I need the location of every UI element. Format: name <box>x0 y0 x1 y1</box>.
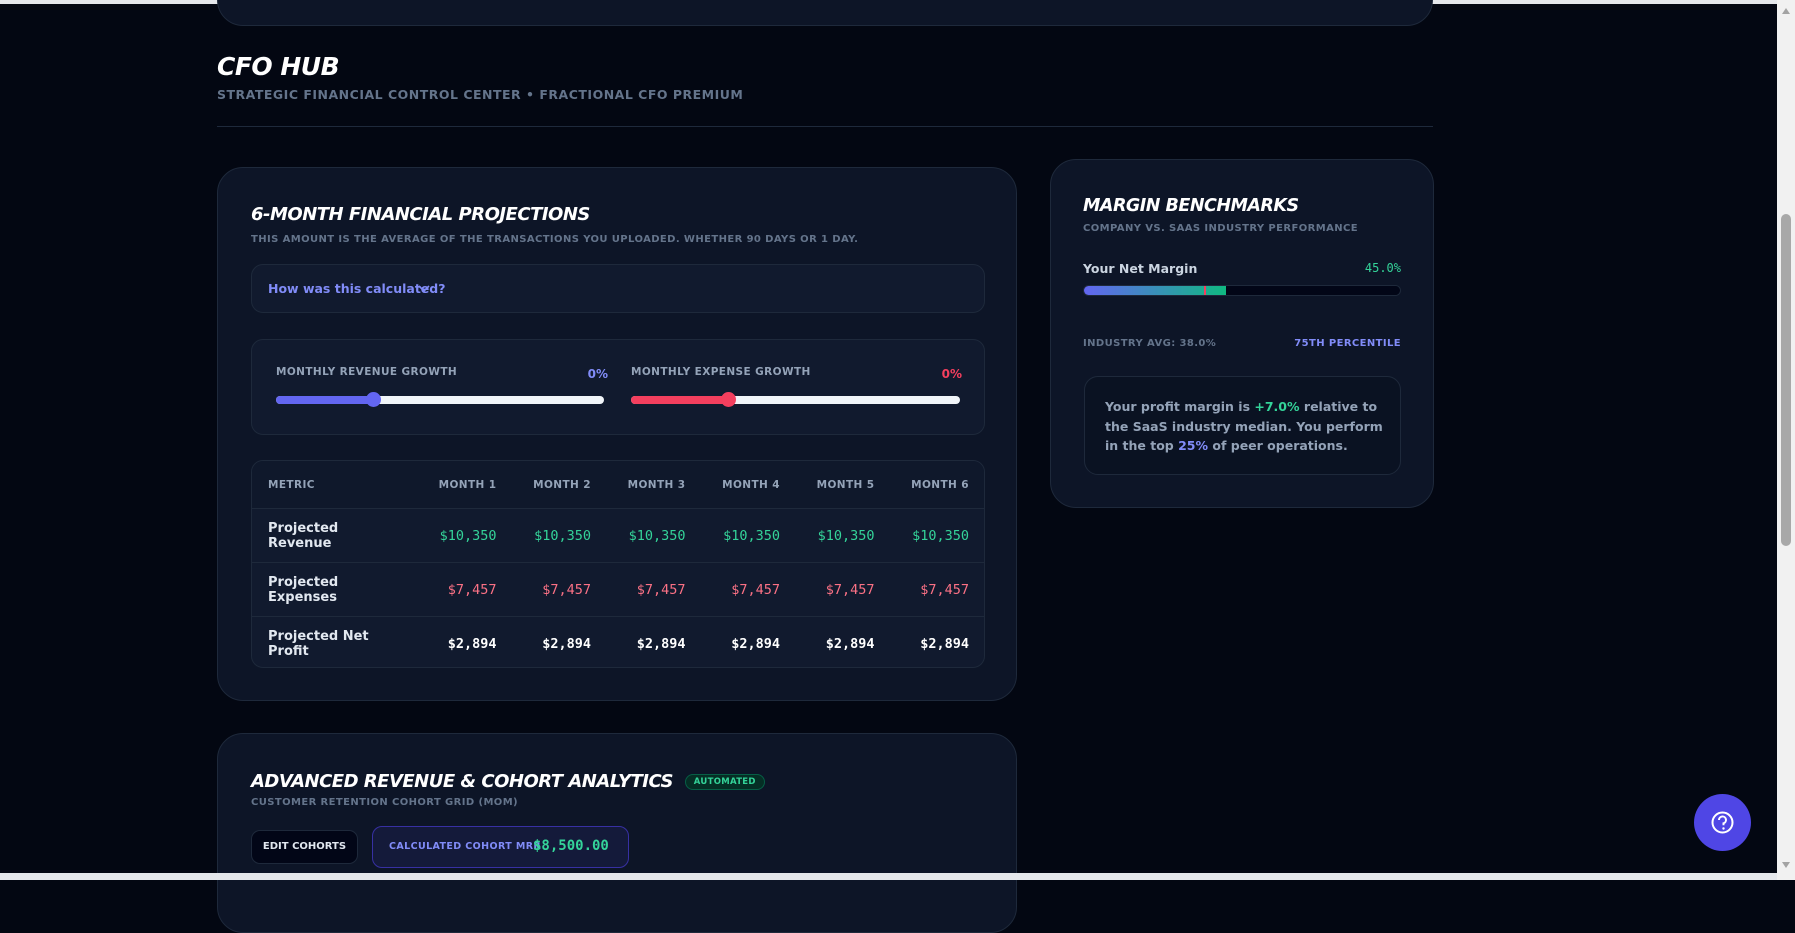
scrollbar[interactable] <box>1777 0 1795 880</box>
column-header: METRIC <box>268 478 315 491</box>
card-title: 6-MONTH FINANCIAL PROJECTIONS <box>251 204 590 225</box>
cell-value: $7,457 <box>890 562 984 617</box>
chevron <box>418 285 430 293</box>
card-note: THIS AMOUNT IS THE AVERAGE OF THE TRANSA… <box>251 234 859 245</box>
cell-value: $7,457 <box>701 562 796 617</box>
row-label: Projected Revenue <box>252 508 418 563</box>
slider-panel: MONTHLY REVENUE GROWTH 0% MONTHLY EXPENS… <box>251 339 985 435</box>
slider-track[interactable] <box>631 392 960 407</box>
margin-bar-fill <box>1084 286 1227 295</box>
top-card <box>217 0 1433 26</box>
cell-value: $10,350 <box>512 508 607 563</box>
cell-value: $2,894 <box>512 616 607 667</box>
accordion[interactable]: How was this calculated? <box>251 264 985 313</box>
horizontal-scrollbar <box>0 873 1777 880</box>
page-subtitle: STRATEGIC FINANCIAL CONTROL CENTER • FRA… <box>217 87 744 102</box>
metric-label: Your Net Margin <box>1083 261 1198 276</box>
column-header: MONTH 1 <box>438 478 497 491</box>
divider <box>217 126 1433 127</box>
slider-value: 0% <box>587 367 608 381</box>
slider-label: MONTHLY REVENUE GROWTH <box>276 366 458 378</box>
table-row: Projected Revenue $10,350 $10,350 $10,350 $1… <box>252 508 984 563</box>
row-label: Projected Net Profit <box>252 616 418 667</box>
mrr-box: CALCULATED COHORT MRR $8,500.00 <box>372 826 629 868</box>
cell-value: $10,350 <box>796 508 891 563</box>
cell-value: $2,894 <box>796 616 891 667</box>
industry-avg: INDUSTRY AVG: 38.0% <box>1083 338 1217 349</box>
benchmarks-card: MARGIN BENCHMARKS COMPANY VS. SAAS INDUS… <box>1050 159 1434 508</box>
insight-text: Your profit margin is +7.0% relative to … <box>1105 397 1390 456</box>
page-title: CFO HUB <box>217 52 340 81</box>
accordion-label[interactable]: How was this calculated? <box>268 281 446 296</box>
text: relative to the SaaS industry median. Yo… <box>1105 399 1383 453</box>
cell-value: $10,350 <box>701 508 796 563</box>
slider-value: 0% <box>941 367 962 381</box>
column-header: MONTH 2 <box>533 478 591 491</box>
metric-value: 45.0% <box>1364 261 1401 275</box>
percentile: 75TH PERCENTILE <box>1294 338 1401 349</box>
row-label: Projected Expenses <box>252 562 418 617</box>
cell-value: $2,894 <box>890 616 984 667</box>
cohort-card: ADVANCED REVENUE & COHORT ANALYTICS AUTO… <box>217 733 1017 933</box>
cell-value: $2,894 <box>418 616 513 667</box>
column-header: MONTH 4 <box>722 478 780 491</box>
text: Your profit margin is <box>1105 399 1255 414</box>
card-title: ADVANCED REVENUE & COHORT ANALYTICS AUTO… <box>251 771 765 792</box>
cell-value: $7,457 <box>418 562 513 617</box>
edit-cohorts-button[interactable]: EDIT COHORTS <box>251 830 358 864</box>
column-header: MONTH 5 <box>816 478 875 491</box>
help-button[interactable] <box>1694 794 1751 851</box>
card-subtitle: COMPANY VS. SAAS INDUSTRY PERFORMANCE <box>1083 223 1358 234</box>
cell-value: $10,350 <box>418 508 513 563</box>
slider-track[interactable] <box>276 392 604 407</box>
slider-thumb[interactable] <box>366 392 381 407</box>
column-header: MONTH 3 <box>627 478 686 491</box>
slider-thumb[interactable] <box>721 392 736 407</box>
cell-value: $7,457 <box>607 562 702 617</box>
cell-value: $10,350 <box>890 508 984 563</box>
table-row: Projected Expenses $7,457 $7,457 $7,457 $7,4… <box>252 562 984 617</box>
card-subtitle: CUSTOMER RETENTION COHORT GRID (MOM) <box>251 797 519 808</box>
table-row: Projected Net Profit $2,894 $2,894 $2,894 $2… <box>252 616 984 667</box>
column-header: MONTH 6 <box>911 478 969 491</box>
cell-value: $2,894 <box>607 616 702 667</box>
help-icon <box>1711 811 1734 834</box>
card-title: MARGIN BENCHMARKS <box>1083 196 1299 216</box>
cell-value: $10,350 <box>607 508 702 563</box>
badge: AUTOMATED <box>684 774 765 790</box>
slider-fill <box>276 396 380 404</box>
industry-marker <box>1204 286 1207 295</box>
slider-label: MONTHLY EXPENSE GROWTH <box>631 366 811 378</box>
mrr-label: CALCULATED COHORT MRR <box>389 841 542 852</box>
text: of peer operations. <box>1208 438 1348 453</box>
table-box: METRIC MONTH 1 MONTH 2 MONTH 3 MONTH 4 MONTH … <box>251 460 985 668</box>
scrollbar-parts <box>1781 8 1791 868</box>
cell-value: $7,457 <box>796 562 891 617</box>
insight-box: Your profit margin is +7.0% relative to … <box>1084 376 1401 475</box>
title-text: ADVANCED REVENUE & COHORT ANALYTICS <box>251 771 674 792</box>
slider-fill <box>631 396 735 404</box>
projections-card: 6-MONTH FINANCIAL PROJECTIONS THIS AMOUN… <box>217 167 1017 701</box>
cell-value: $7,457 <box>512 562 607 617</box>
mrr-value: $8,500.00 <box>533 838 609 854</box>
cell-value: $2,894 <box>701 616 796 667</box>
highlight: +7.0% <box>1254 399 1300 414</box>
projection-table: METRIC MONTH 1 MONTH 2 MONTH 3 MONTH 4 MONTH … <box>252 461 984 667</box>
margin-bar <box>1083 285 1401 296</box>
highlight: 25% <box>1178 438 1209 453</box>
